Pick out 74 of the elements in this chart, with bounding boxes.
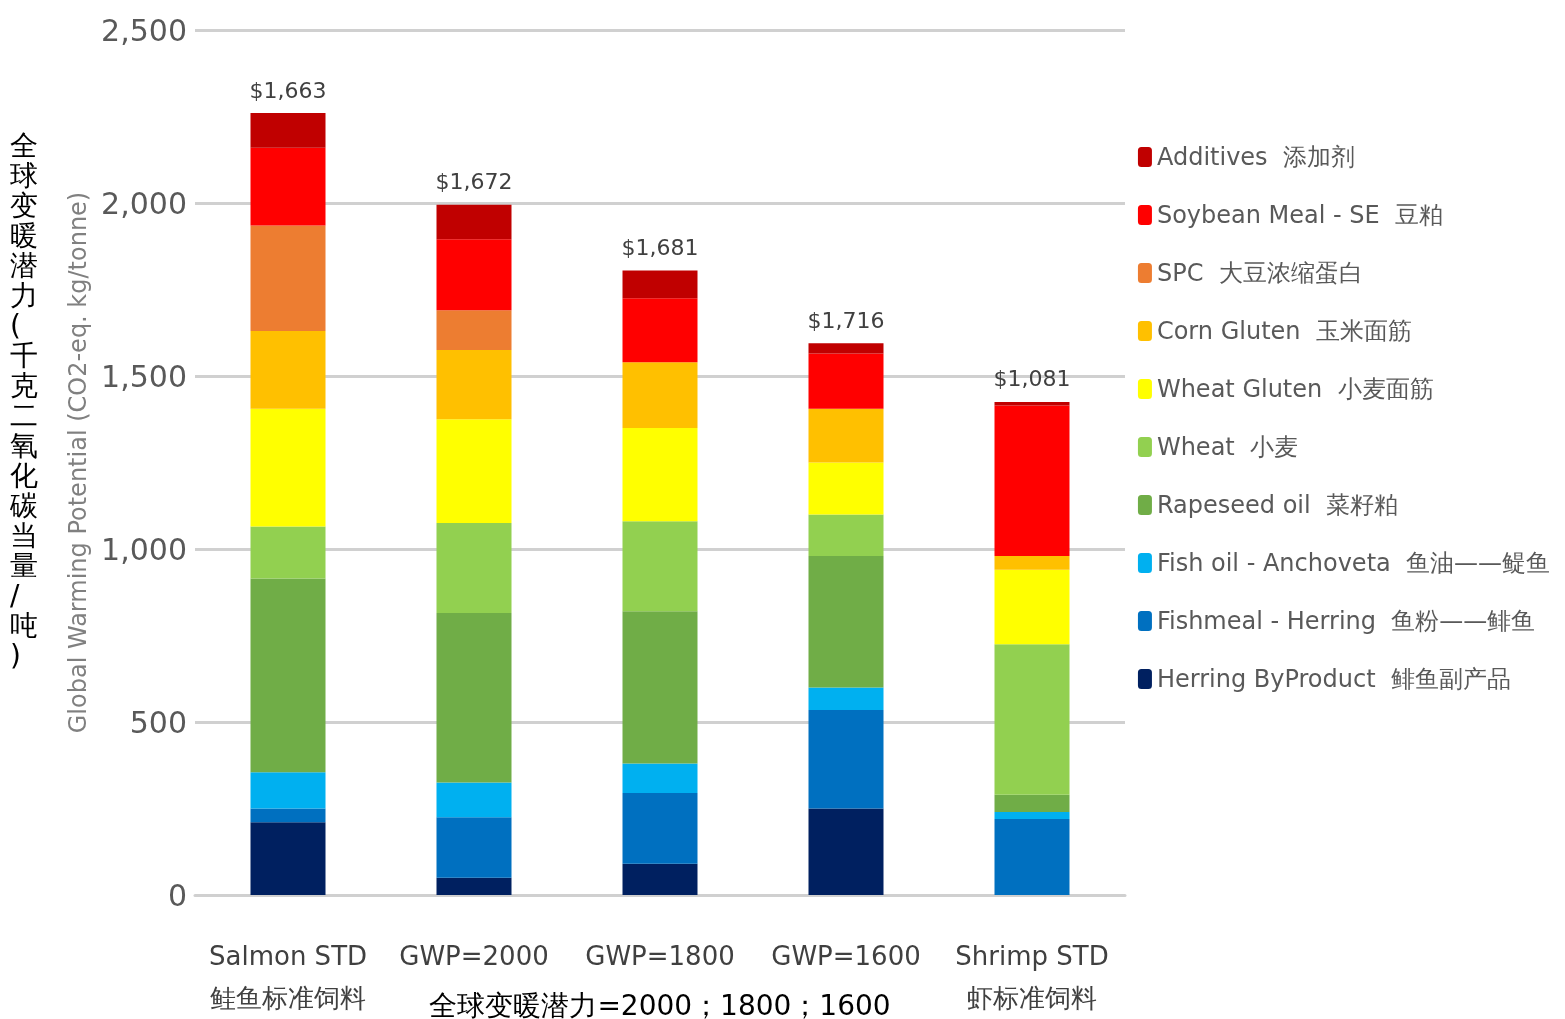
- bar: [622, 763, 698, 793]
- y-axis-title: Global Warming Potential (CO2-eq. kg/tonne): [64, 191, 93, 734]
- bar: [250, 113, 326, 148]
- legend-label: SPC 大豆浓缩蛋白: [1156, 259, 1363, 287]
- bar: [808, 462, 884, 515]
- bar: [436, 877, 512, 895]
- legend-label: Additives 添加剂: [1156, 143, 1355, 171]
- bar: [808, 408, 884, 463]
- x-tick-label: Salmon STD 鲑鱼标准饲料: [208, 941, 368, 1013]
- bar: [622, 362, 698, 428]
- x-tick-label: GWP=2000: [399, 941, 549, 971]
- bar: [436, 310, 512, 351]
- annotation: $1,681: [621, 234, 699, 260]
- bar: [250, 147, 326, 226]
- legend-label: Soybean Meal - SE 豆粕: [1156, 201, 1444, 229]
- bar: [436, 613, 512, 783]
- bar: [250, 331, 326, 409]
- bar: [622, 863, 698, 895]
- bar: [250, 822, 326, 895]
- annotation: $1,672: [435, 169, 513, 195]
- bar: [436, 239, 512, 311]
- bar: [808, 555, 884, 688]
- bar: [436, 350, 512, 420]
- bar: [994, 555, 1070, 570]
- bar: [808, 343, 884, 354]
- bar: [436, 817, 512, 878]
- y-tick-label: 2,000: [101, 185, 187, 221]
- bar: [622, 611, 698, 764]
- bar: [808, 808, 884, 895]
- bar: [622, 792, 698, 864]
- text: 全球变暖潜力(千克二氧化碳当量/吨): [10, 128, 38, 672]
- bar: [808, 353, 884, 409]
- bar: [622, 270, 698, 299]
- bar: [808, 709, 884, 809]
- x-tick-label: GWP=1600: [771, 941, 921, 971]
- bar: [250, 225, 326, 332]
- bar: [994, 811, 1070, 819]
- bar: [994, 644, 1070, 795]
- legend-label: Wheat Gluten 小麦面筋: [1156, 375, 1434, 403]
- bar: [808, 687, 884, 710]
- y-tick-label: 1,500: [101, 358, 187, 394]
- annotation: $1,081: [993, 366, 1071, 392]
- bar: [436, 419, 512, 524]
- y-tick-label: 0: [167, 877, 187, 913]
- y-tick-label: 2,500: [101, 12, 187, 48]
- annotation: $1,716: [807, 307, 885, 333]
- legend-label: Fishmeal - Herring 鱼粉——鲱鱼: [1156, 607, 1536, 635]
- bar: [994, 405, 1070, 556]
- legend-label: Fish oil - Anchoveta 鱼油——鳀鱼: [1156, 549, 1551, 577]
- bar: [250, 526, 326, 579]
- bar: [808, 514, 884, 556]
- bar: [436, 782, 512, 818]
- annotation: $1,663: [249, 77, 327, 103]
- bar: [436, 523, 512, 614]
- y-tick-label: 1,000: [101, 531, 187, 567]
- legend-label: Herring ByProduct 鲱鱼副产品: [1156, 665, 1511, 693]
- bar: [250, 408, 326, 527]
- bar: [250, 772, 326, 809]
- y-tick-label: 500: [129, 704, 187, 740]
- legend-label: Rapeseed oil 菜籽粕: [1156, 491, 1398, 519]
- bar: [994, 818, 1070, 895]
- x-tick-label: Shrimp STD 虾标准饲料: [955, 941, 1109, 1013]
- x-tick-label: GWP=1800: [585, 941, 735, 971]
- bar: [622, 427, 698, 522]
- bar: [994, 569, 1070, 645]
- legend-label: Wheat 小麦: [1156, 433, 1299, 461]
- bar: [622, 298, 698, 363]
- bar: [250, 808, 326, 823]
- bar: [622, 521, 698, 612]
- bar: [994, 794, 1070, 812]
- bar: [436, 204, 512, 240]
- legend-label: Corn Gluten 玉米面筋: [1156, 317, 1412, 345]
- text: 全球变暖潜力=2000；1800；1600: [429, 988, 891, 1019]
- bar: [250, 578, 326, 773]
